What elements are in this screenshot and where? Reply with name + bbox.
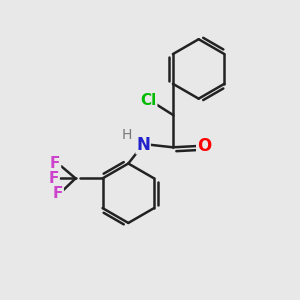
Text: N: N bbox=[136, 136, 150, 154]
Text: F: F bbox=[49, 171, 59, 186]
Text: F: F bbox=[50, 156, 61, 171]
Text: O: O bbox=[197, 137, 211, 155]
Text: H: H bbox=[122, 128, 132, 142]
Text: Cl: Cl bbox=[140, 92, 157, 107]
Text: F: F bbox=[53, 186, 63, 201]
